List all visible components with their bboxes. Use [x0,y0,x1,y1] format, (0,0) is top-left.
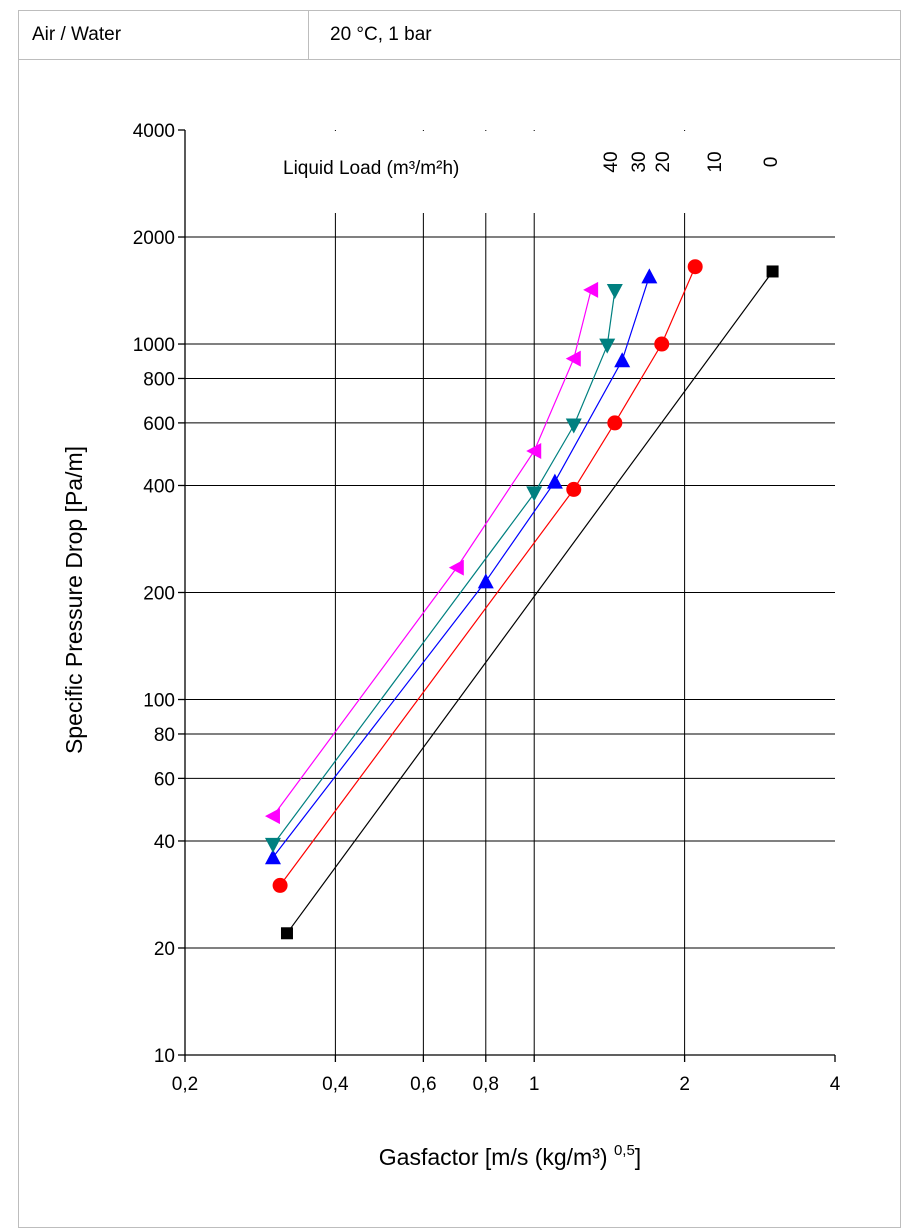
data-point-20 [641,268,658,284]
series-10 [272,259,703,893]
data-point-40 [448,559,464,576]
y-tick-label: 10 [154,1046,175,1067]
x-axis-label: Gasfactor [m/s (kg/m³) 0,5] [379,1142,641,1170]
data-point-30 [526,486,543,502]
legend-label-10: 10 [705,151,726,172]
series-line-40 [272,289,592,817]
series-40 [264,281,599,825]
y-tick-label: 1000 [133,335,175,356]
series-line-10 [279,266,696,886]
data-point-0 [280,927,293,940]
legend-label-30: 30 [629,151,650,172]
legend-label-0: 0 [761,157,782,168]
axes: 10204060801002004006008001000200040000,2… [133,121,841,1095]
data-point-30 [599,338,616,354]
data-point-10 [607,415,623,431]
y-tick-label: 4000 [133,121,175,142]
y-tick-label: 400 [143,476,175,497]
data-point-20 [546,473,563,489]
y-tick-label: 200 [143,584,175,605]
data-point-40 [264,808,280,825]
y-tick-label: 80 [154,725,175,746]
x-tick-label: 1 [529,1074,540,1095]
series-30 [264,283,623,853]
y-tick-label: 2000 [133,228,175,249]
series-0 [280,265,779,940]
header-row [18,10,901,60]
data-point-30 [606,283,623,299]
table-frame [18,10,901,1228]
x-tick-label: 2 [679,1074,690,1095]
x-axis-label-exponent: 0,5 [614,1142,635,1159]
series-line-30 [272,290,616,846]
grid-lines [185,130,835,1055]
series-20 [264,268,658,865]
x-tick-label: 0,4 [322,1074,349,1095]
data-point-10 [566,481,582,497]
data-point-30 [565,418,582,434]
data-point-40 [526,443,542,460]
data-point-20 [477,573,494,589]
conditions-cell: 20 °C, 1 bar [330,24,432,45]
data-point-10 [687,259,703,275]
legend: Liquid Load (m³/m²h) 40 30 20 10 0 [283,151,782,179]
data-point-0 [766,265,779,278]
legend-label-40: 40 [601,151,622,172]
legend-background [187,131,835,213]
y-tick-label: 20 [154,939,175,960]
x-tick-label: 0,2 [172,1074,198,1095]
data-point-10 [654,336,670,352]
data-point-20 [614,352,631,368]
y-tick-label: 100 [143,691,175,712]
legend-label-20: 20 [653,151,674,172]
data-point-20 [264,849,281,865]
medium-cell: Air / Water [32,24,122,45]
x-tick-label: 0,6 [410,1074,436,1095]
header-divider [308,10,309,60]
x-tick-label: 4 [830,1074,841,1095]
legend-title: Liquid Load (m³/m²h) [283,158,459,179]
data-point-40 [565,350,581,367]
x-axis-label-end: ] [635,1144,641,1170]
data-point-10 [272,877,288,893]
data-point-40 [583,281,599,298]
y-tick-label: 800 [143,369,175,390]
y-tick-label: 600 [143,414,175,435]
y-tick-label: 40 [154,832,175,853]
x-tick-label: 0,8 [473,1074,499,1095]
y-axis-label: Specific Pressure Drop [Pa/m] [61,446,87,754]
series-layer [264,259,779,940]
x-axis-label-main: Gasfactor [m/s (kg/m³) [379,1144,614,1170]
data-point-30 [264,837,281,853]
series-line-0 [286,271,774,934]
y-tick-label: 60 [154,769,175,790]
